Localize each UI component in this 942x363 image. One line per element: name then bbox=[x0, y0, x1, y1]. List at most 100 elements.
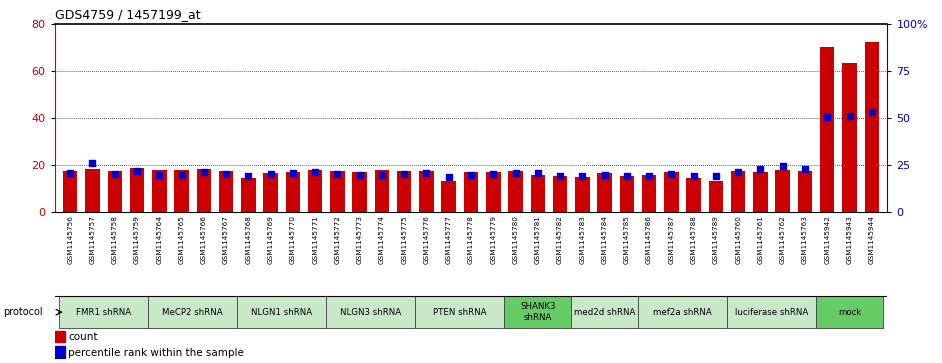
Point bbox=[508, 170, 523, 176]
Text: GSM1145944: GSM1145944 bbox=[869, 215, 875, 264]
Text: mock: mock bbox=[837, 308, 861, 317]
Point bbox=[597, 172, 612, 178]
Text: GSM1145759: GSM1145759 bbox=[134, 215, 140, 264]
Point bbox=[174, 172, 189, 178]
Text: count: count bbox=[69, 332, 98, 342]
Text: GSM1145760: GSM1145760 bbox=[735, 215, 741, 264]
Bar bbox=[597, 174, 612, 212]
Bar bbox=[85, 169, 100, 212]
Point bbox=[864, 109, 879, 115]
Bar bbox=[285, 172, 300, 212]
Text: GSM1145771: GSM1145771 bbox=[312, 215, 318, 264]
Point bbox=[553, 174, 568, 179]
Bar bbox=[486, 172, 500, 212]
Text: GSM1145770: GSM1145770 bbox=[290, 215, 296, 264]
Bar bbox=[264, 174, 278, 212]
Bar bbox=[642, 175, 657, 212]
Text: GSM1145779: GSM1145779 bbox=[490, 215, 496, 264]
Point bbox=[798, 166, 813, 172]
Point bbox=[419, 170, 434, 176]
Point bbox=[530, 170, 545, 176]
Point bbox=[196, 169, 211, 175]
Point bbox=[129, 168, 144, 174]
Bar bbox=[553, 176, 567, 212]
Text: NLGN3 shRNA: NLGN3 shRNA bbox=[340, 308, 401, 317]
Text: PTEN shRNA: PTEN shRNA bbox=[433, 308, 487, 317]
Bar bbox=[571, 297, 638, 328]
Text: GSM1145783: GSM1145783 bbox=[579, 215, 585, 264]
Text: GSM1145778: GSM1145778 bbox=[468, 215, 474, 264]
Bar bbox=[330, 171, 345, 212]
Bar bbox=[415, 297, 504, 328]
Bar bbox=[620, 176, 634, 212]
Text: GSM1145788: GSM1145788 bbox=[690, 215, 697, 264]
Bar bbox=[174, 170, 188, 212]
Point bbox=[85, 160, 100, 166]
Text: GSM1145775: GSM1145775 bbox=[401, 215, 407, 264]
Text: luciferase shRNA: luciferase shRNA bbox=[735, 308, 808, 317]
Point bbox=[775, 163, 790, 169]
Point bbox=[731, 169, 746, 175]
Bar bbox=[708, 180, 723, 212]
Text: GSM1145776: GSM1145776 bbox=[424, 215, 430, 264]
Text: GSM1145763: GSM1145763 bbox=[802, 215, 808, 264]
Bar bbox=[530, 175, 545, 212]
Bar bbox=[59, 297, 148, 328]
Point bbox=[374, 172, 389, 178]
Text: GSM1145943: GSM1145943 bbox=[847, 215, 853, 264]
Text: GSM1145773: GSM1145773 bbox=[357, 215, 363, 264]
Text: SHANK3
shRNA: SHANK3 shRNA bbox=[520, 302, 556, 322]
Text: GSM1145764: GSM1145764 bbox=[156, 215, 162, 264]
Bar bbox=[397, 171, 412, 212]
Point bbox=[842, 113, 857, 119]
Point bbox=[152, 172, 167, 178]
Bar bbox=[731, 171, 745, 212]
Text: GSM1145765: GSM1145765 bbox=[179, 215, 185, 264]
Text: mef2a shRNA: mef2a shRNA bbox=[653, 308, 712, 317]
Text: protocol: protocol bbox=[3, 307, 42, 317]
Point bbox=[441, 175, 456, 180]
Point bbox=[575, 173, 590, 179]
Text: GSM1145787: GSM1145787 bbox=[669, 215, 674, 264]
Point bbox=[107, 171, 122, 176]
Text: GSM1145942: GSM1145942 bbox=[824, 215, 830, 264]
Text: GSM1145757: GSM1145757 bbox=[89, 215, 95, 264]
Text: GSM1145785: GSM1145785 bbox=[624, 215, 630, 264]
Bar bbox=[754, 172, 768, 212]
Text: GSM1145774: GSM1145774 bbox=[379, 215, 385, 264]
Bar bbox=[55, 331, 65, 342]
Point bbox=[820, 114, 835, 120]
Bar bbox=[197, 169, 211, 212]
Bar bbox=[504, 297, 571, 328]
Bar bbox=[442, 180, 456, 212]
Point bbox=[686, 174, 701, 179]
Bar bbox=[241, 178, 255, 212]
Bar bbox=[107, 171, 122, 212]
Bar bbox=[865, 42, 879, 212]
Text: GSM1145780: GSM1145780 bbox=[512, 215, 518, 264]
Point bbox=[664, 171, 679, 176]
Point bbox=[708, 173, 723, 179]
Point bbox=[308, 169, 323, 175]
Point bbox=[486, 171, 501, 176]
Text: FMR1 shRNA: FMR1 shRNA bbox=[76, 308, 131, 317]
Bar bbox=[842, 62, 856, 212]
Bar bbox=[352, 172, 366, 212]
Bar bbox=[575, 177, 590, 212]
Point bbox=[63, 170, 78, 176]
Text: GSM1145761: GSM1145761 bbox=[757, 215, 763, 264]
Point bbox=[463, 172, 479, 178]
Bar bbox=[419, 171, 433, 212]
Text: GSM1145762: GSM1145762 bbox=[780, 215, 786, 264]
Point bbox=[285, 170, 300, 176]
Bar bbox=[664, 172, 678, 212]
Bar bbox=[326, 297, 415, 328]
Point bbox=[753, 166, 768, 172]
Point bbox=[642, 173, 657, 179]
Bar bbox=[775, 170, 790, 212]
Point bbox=[263, 171, 278, 176]
Text: GSM1145786: GSM1145786 bbox=[646, 215, 652, 264]
Bar bbox=[375, 170, 389, 212]
Bar bbox=[308, 170, 322, 212]
Bar bbox=[130, 167, 144, 212]
